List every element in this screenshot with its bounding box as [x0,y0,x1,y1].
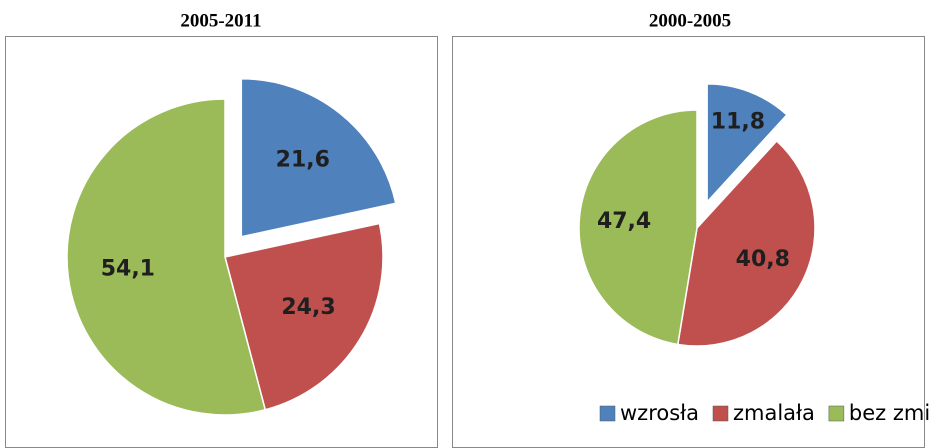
legend-label: bez zmian [849,401,930,425]
pie-slice [66,98,267,416]
legend-swatch [828,405,845,422]
chart-title: 2000-2005 [649,10,731,31]
chart-title: 2005-2011 [180,10,261,31]
legend-label: zmalała [733,401,815,425]
legend-swatch [712,405,729,422]
pie-slice [578,109,698,346]
pie-slice [676,139,816,347]
pie-slice [240,78,397,238]
pie-slice [224,222,384,411]
data-label: 21,6 [276,148,330,173]
pie-slice [706,83,788,204]
data-label: 11,8 [711,110,765,135]
data-label: 54,1 [101,257,155,282]
data-label: 24,3 [281,295,335,320]
data-label: 40,8 [736,247,790,272]
legend-swatch [599,405,616,422]
data-label: 47,4 [597,209,651,234]
legend-label: wzrosła [620,401,699,425]
